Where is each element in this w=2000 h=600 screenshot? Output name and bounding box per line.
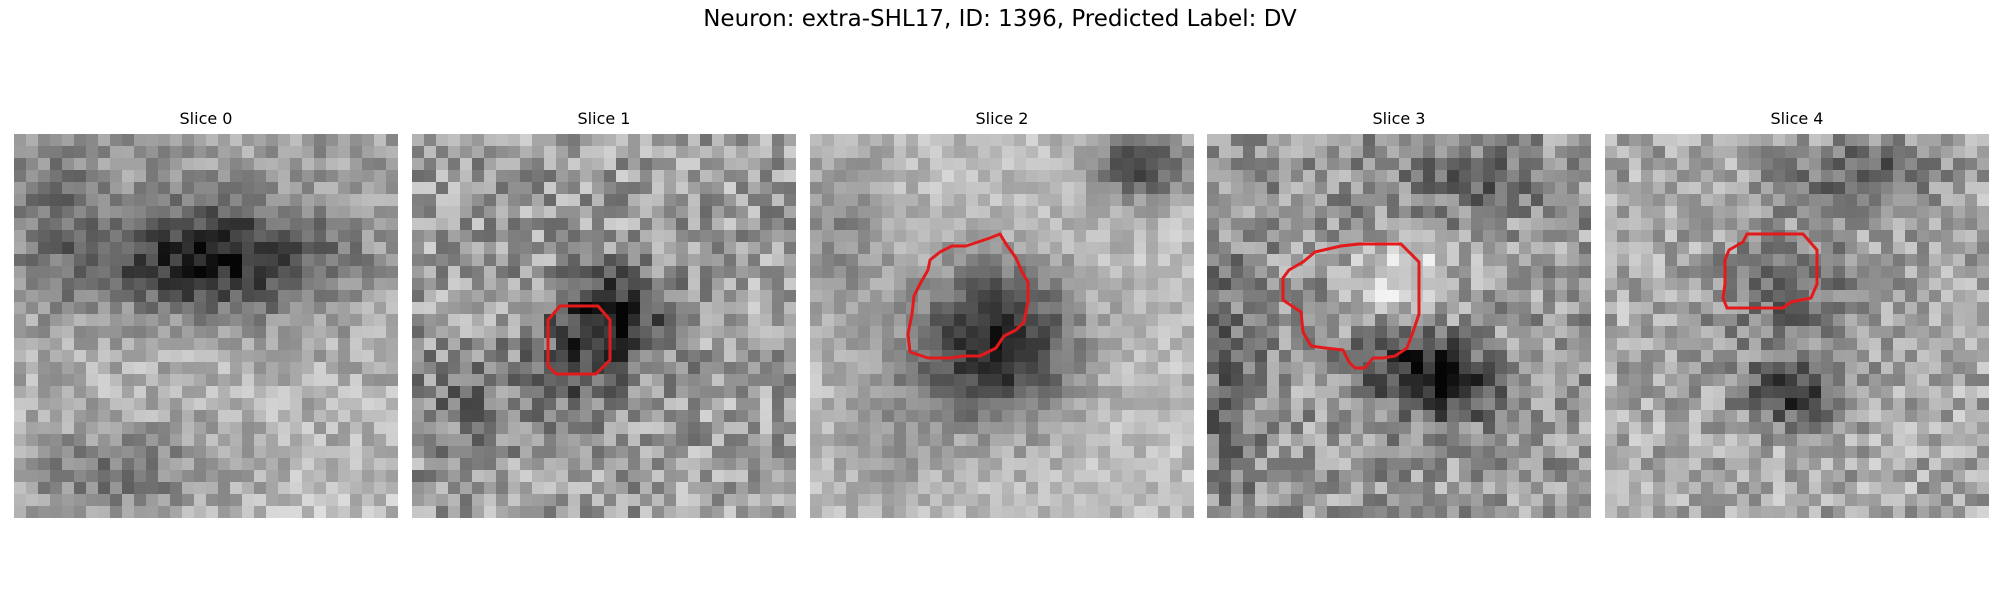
roi-contour <box>906 232 1030 360</box>
slice-panel-0: Slice 0 <box>14 108 398 518</box>
roi-contour <box>1281 242 1421 370</box>
slice-title: Slice 3 <box>1372 109 1426 128</box>
slice-panel-2: Slice 2 <box>810 108 1194 518</box>
slice-image <box>1207 134 1591 518</box>
figure-title: Neuron: extra-SHL17, ID: 1396, Predicted… <box>703 6 1297 32</box>
slice-image <box>1605 134 1989 518</box>
slice-image <box>14 134 398 518</box>
slice-image <box>412 134 796 518</box>
slice-title: Slice 4 <box>1770 109 1824 128</box>
roi-contour <box>1721 232 1819 310</box>
pixel-grid <box>14 134 398 518</box>
pixel-grid <box>412 134 796 518</box>
slice-title: Slice 1 <box>577 109 631 128</box>
slice-panel-3: Slice 3 <box>1207 108 1591 518</box>
pixel-grid <box>1207 134 1591 518</box>
roi-contour <box>546 304 612 376</box>
slice-title: Slice 2 <box>975 109 1029 128</box>
slice-title: Slice 0 <box>179 109 233 128</box>
pixel-grid <box>1605 134 1989 518</box>
slice-panel-4: Slice 4 <box>1605 108 1989 518</box>
slice-panel-1: Slice 1 <box>412 108 796 518</box>
slice-image <box>810 134 1194 518</box>
pixel-grid <box>810 134 1194 518</box>
